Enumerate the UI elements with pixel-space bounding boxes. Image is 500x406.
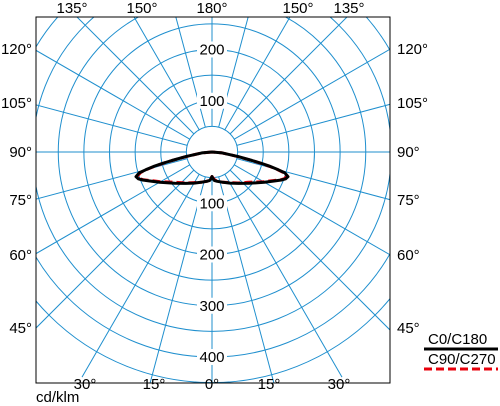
left-angle-label: 90° (9, 144, 32, 161)
top-angle-labels: 135° 150° 180° 150° 135° (56, 0, 364, 17)
legend-label-c0-c180: C0/C180 (428, 331, 487, 348)
top-angle-label: 135° (56, 0, 87, 17)
grid-spoke (224, 17, 291, 131)
grid-spoke (229, 17, 348, 135)
radial-tick-label: 100 (199, 93, 224, 110)
grid-spoke (149, 176, 206, 383)
grid-spoke (76, 17, 195, 135)
bottom-angle-label: 0° (205, 376, 219, 393)
intensity-curves (134, 150, 290, 185)
left-angle-label: 105° (1, 95, 32, 112)
right-angle-label: 60° (397, 247, 420, 264)
grid-spoke (36, 169, 195, 329)
radial-tick-label-bg (197, 246, 227, 263)
radial-tick-label-bg (197, 297, 227, 314)
radial-tick-label-bg (197, 195, 227, 212)
top-angle-label: 150° (126, 0, 157, 17)
curve-c0-c180 (134, 150, 290, 185)
grid-spoke (36, 104, 188, 146)
radial-tick-label-bg (197, 92, 227, 109)
grid-spoke (175, 17, 206, 128)
top-angle-label: 150° (282, 0, 313, 17)
radial-tick-labels: 100 100 200 200 300 400 (197, 41, 227, 366)
grid-spoke (36, 164, 191, 255)
top-angle-label: 135° (333, 0, 364, 17)
grid-spoke (224, 173, 343, 378)
radial-tick-label: 200 (199, 247, 224, 264)
left-angle-label: 60° (9, 247, 32, 264)
grid-spoke (229, 169, 390, 331)
left-angle-label: 45° (9, 320, 32, 337)
unit-label: cd/klm (36, 389, 79, 406)
right-angle-label: 45° (397, 320, 420, 337)
bottom-angle-label: 30° (74, 376, 97, 393)
bottom-angle-label: 15° (258, 376, 281, 393)
top-angle-label: 180° (196, 0, 227, 17)
grid-spoke (233, 48, 390, 140)
bottom-angle-label: 15° (143, 376, 166, 393)
grid-spoke (233, 164, 390, 256)
radial-tick-label: 100 (199, 195, 224, 212)
right-angle-label: 75° (397, 192, 420, 209)
legend-label-c90-c270: C90/C270 (428, 351, 496, 368)
right-angle-label: 105° (397, 95, 428, 112)
radial-tick-label: 400 (199, 349, 224, 366)
grid-spoke (36, 49, 191, 140)
grid-spoke (236, 103, 390, 146)
left-angle-label: 120° (1, 41, 32, 58)
right-angle-label: 120° (397, 41, 428, 58)
bottom-angle-labels: 30° 15° 0° 15° 30° (74, 376, 351, 393)
bottom-angle-label: 30° (328, 376, 351, 393)
grid-spoke (133, 17, 200, 131)
legend: C0/C180 C90/C270 (424, 331, 498, 371)
radial-tick-label: 200 (199, 42, 224, 59)
grid-spoke (81, 173, 200, 378)
plot-frame (35, 16, 391, 384)
radial-tick-label: 300 (199, 298, 224, 315)
radial-tick-label-bg (197, 41, 227, 58)
radial-tick-label-bg (197, 349, 227, 365)
right-angle-label: 90° (397, 144, 420, 161)
left-angle-labels: 120° 105° 90° 75° 60° 45° (1, 41, 32, 337)
grid-spoke (218, 176, 275, 383)
left-angle-label: 75° (9, 192, 32, 209)
grid-spoke (218, 17, 249, 128)
right-angle-labels: 120° 105° 90° 75° 60° 45° (397, 41, 428, 337)
